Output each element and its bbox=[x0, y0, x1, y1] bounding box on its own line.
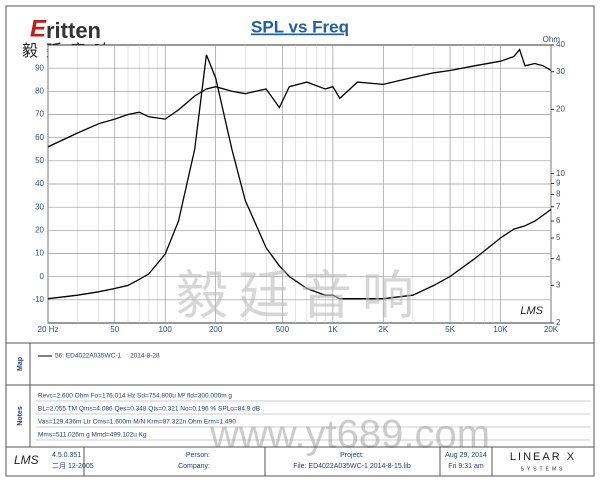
version: 4.5.0.351 bbox=[52, 452, 81, 459]
x-tick-label: 20K bbox=[544, 325, 559, 334]
x-tick-label: 5K bbox=[445, 325, 455, 334]
x-tick-label: 2K bbox=[378, 325, 388, 334]
x-tick-label: 500 bbox=[276, 325, 290, 334]
x-tick-label: 50 bbox=[110, 325, 119, 334]
x-tick-label: 100 bbox=[159, 325, 173, 334]
x-tick-label: 10K bbox=[493, 325, 508, 334]
watermark-url: www.yt689.com bbox=[209, 413, 490, 457]
notes-label: Notes bbox=[17, 406, 24, 426]
y2-tick-label: 3 bbox=[556, 280, 561, 289]
x-tick-label: 20 Hz bbox=[38, 325, 59, 334]
y2-tick-label: 30 bbox=[556, 67, 565, 76]
y2-axis-label: Ohm bbox=[543, 35, 561, 44]
time: Fri 9:31 am bbox=[448, 463, 484, 470]
note-line: Mms=511.026m g Mmd=499.102u Kg bbox=[38, 432, 147, 439]
y2-tick-label: 4 bbox=[556, 254, 561, 263]
series-line bbox=[47, 48, 552, 148]
legend-date: 2014-8-28 bbox=[130, 353, 160, 360]
date: Aug 29, 2014 bbox=[445, 452, 487, 459]
company: Company: bbox=[178, 463, 210, 470]
note-line: BL=2.055 TM Qms=4.086 Qes=0.348 Qts=0.32… bbox=[38, 406, 260, 413]
y2-tick-label: 10 bbox=[556, 169, 565, 178]
x-tick-label: 1K bbox=[328, 325, 338, 334]
x-tick-label: 200 bbox=[209, 325, 223, 334]
y2-tick-label: 6 bbox=[556, 216, 561, 225]
project: Project: bbox=[340, 452, 364, 459]
series-line bbox=[47, 54, 552, 300]
y2-tick-label: 7 bbox=[556, 202, 561, 211]
chart-watermark: LMS bbox=[520, 305, 543, 317]
logo-brand: ritten bbox=[46, 18, 101, 43]
brand: LINEAR X bbox=[510, 451, 576, 463]
logo-e: E bbox=[30, 15, 47, 42]
y2-tick-label: 40 bbox=[556, 40, 565, 49]
y2-tick-label: 2 bbox=[556, 318, 561, 327]
note-line: Revc=2.600 Ohm Fo=176.014 Hz Sd=754.800u… bbox=[38, 393, 232, 400]
y2-tick-label: 20 bbox=[556, 104, 565, 113]
y-tick-label: -10 bbox=[32, 295, 44, 304]
note-line: Vas=129.436m Ltr Cms=1.600m M/N Krm=87.3… bbox=[38, 419, 236, 426]
file: File: ED4022A035WC-1 2014-8-15.lib bbox=[293, 463, 411, 470]
y-tick-label: 40 bbox=[35, 179, 44, 188]
person: Person: bbox=[186, 452, 210, 459]
y-tick-label: 60 bbox=[35, 133, 44, 142]
y-tick-label: 10 bbox=[35, 249, 44, 258]
y-tick-label: 0 bbox=[40, 272, 45, 281]
map-label: Map bbox=[17, 357, 24, 371]
y2-tick-label: 9 bbox=[556, 179, 561, 188]
y-tick-label: 90 bbox=[35, 63, 44, 72]
footer-logo: LMS bbox=[14, 453, 39, 467]
legend-entry: 56: ED4022A035WC-1 bbox=[55, 353, 122, 360]
y2-tick-label: 8 bbox=[556, 189, 561, 198]
notes: Revc=2.600 Ohm Fo=176.014 Hz Sd=754.800u… bbox=[36, 393, 590, 441]
build: 二月 12-2005 bbox=[52, 462, 94, 470]
y-tick-label: 50 bbox=[35, 156, 44, 165]
brand-sub: SYSTEMS bbox=[521, 466, 566, 472]
y-tick-label: 70 bbox=[35, 110, 44, 119]
y-tick-label: 30 bbox=[35, 202, 44, 211]
chart-title: SPL vs Freq bbox=[251, 17, 349, 36]
y-tick-label: 80 bbox=[35, 86, 44, 95]
watermark-chinese: 毅廷音响 bbox=[176, 268, 424, 326]
y2-tick-label: 5 bbox=[556, 233, 561, 242]
plot: 20 Hz 50 100 200 500 1K 2K 5K 10K 20K -10 0 10 20 30 40… bbox=[32, 40, 565, 334]
y-tick-label: 20 bbox=[35, 225, 44, 234]
